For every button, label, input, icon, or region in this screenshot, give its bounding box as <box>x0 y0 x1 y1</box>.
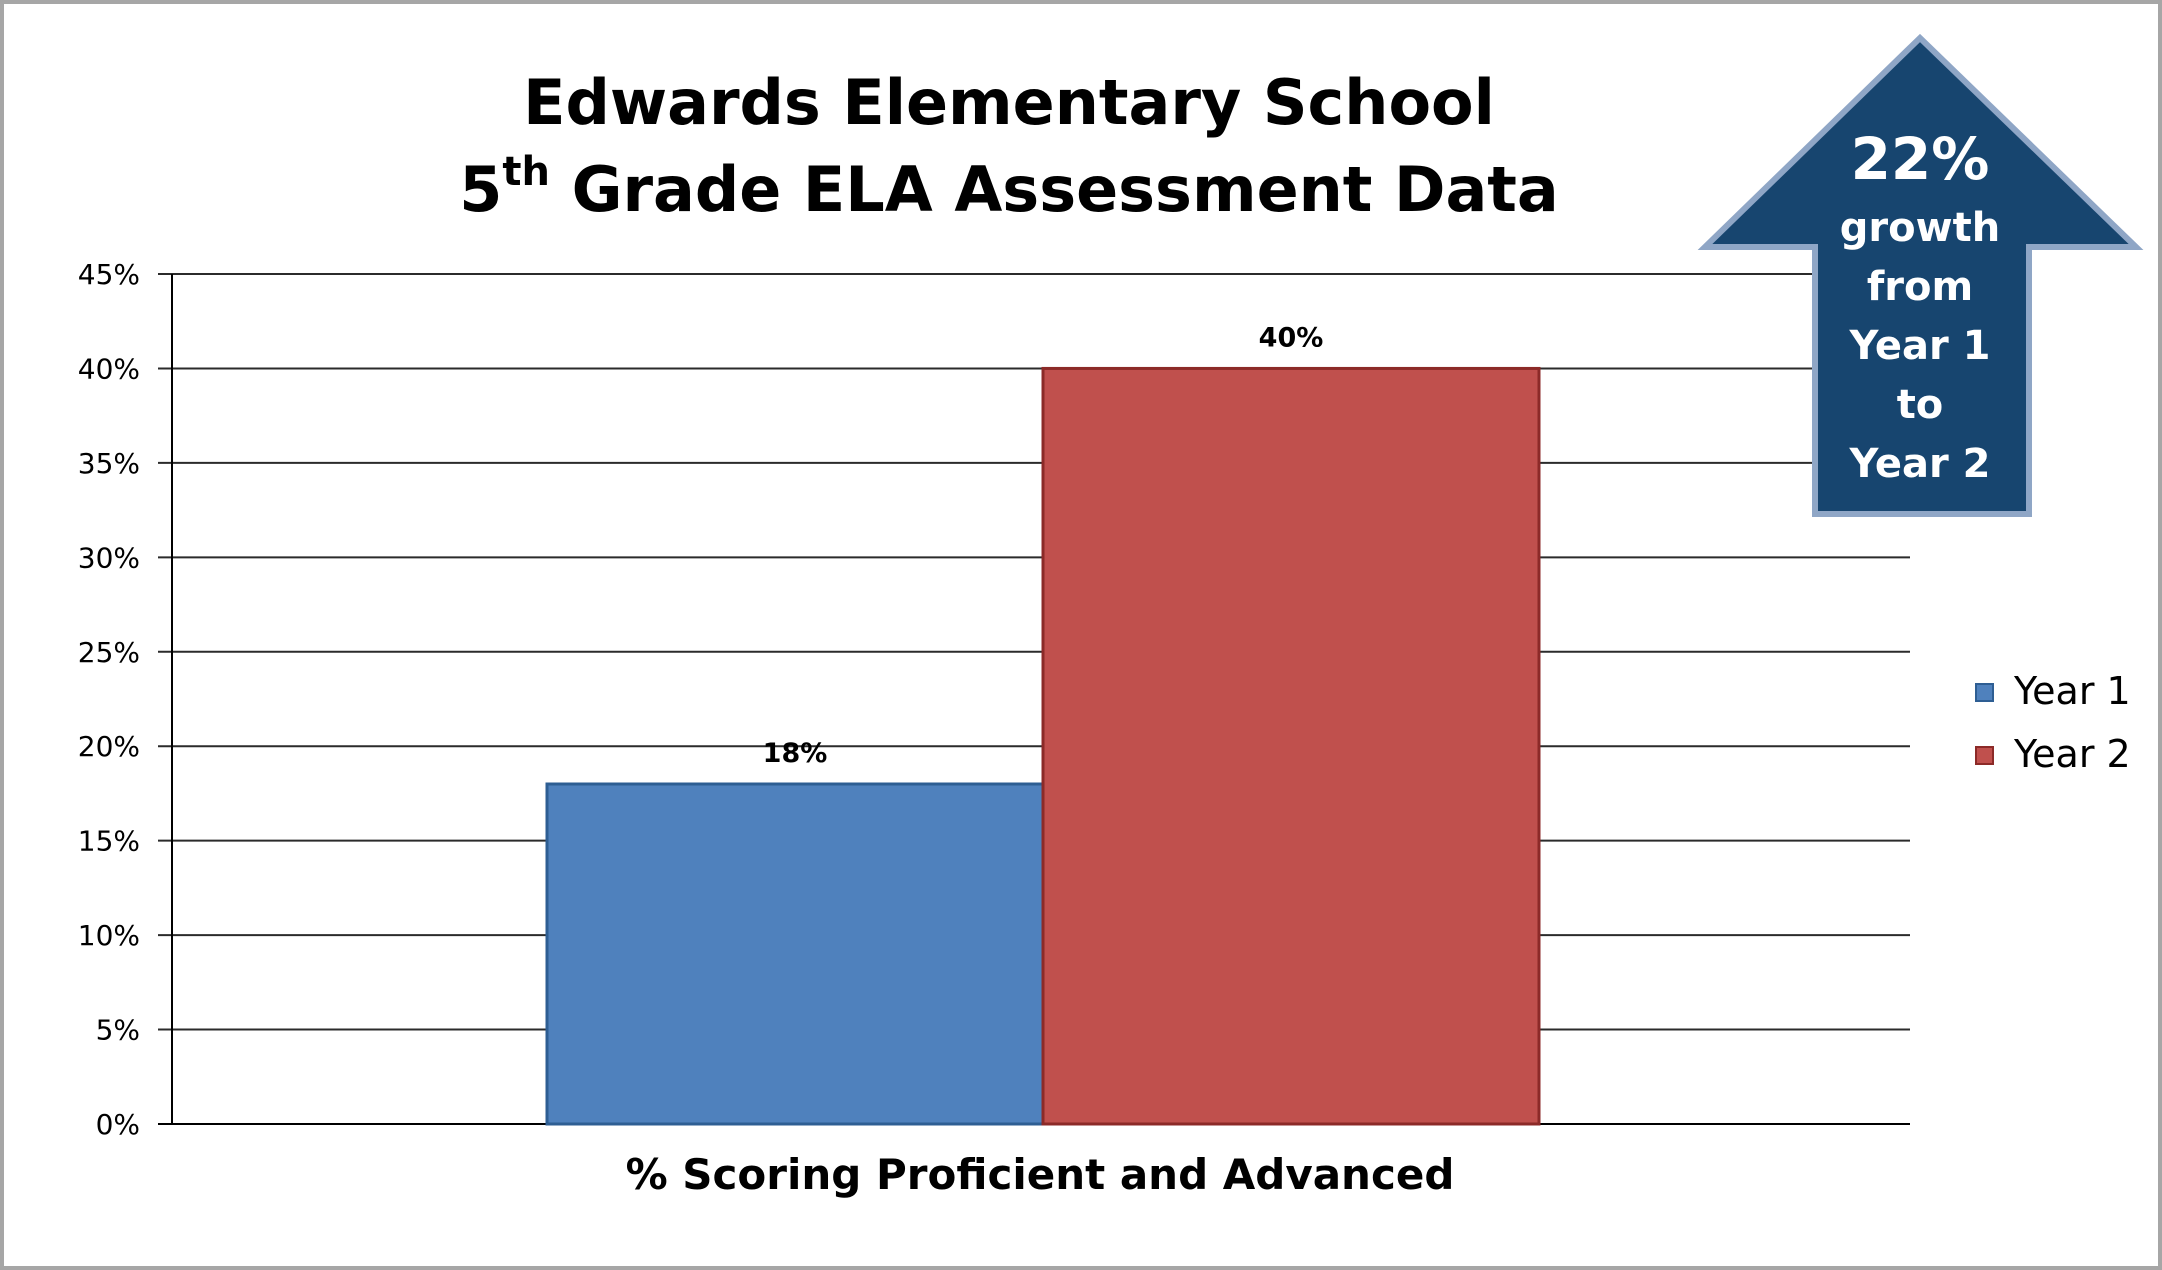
chart-title-line1: Edwards Elementary School <box>523 66 1495 139</box>
chart-svg: Edwards Elementary School 5th Grade ELA … <box>78 33 2144 1199</box>
legend-swatch <box>1975 683 1994 702</box>
callout-line: Year 2 <box>1849 441 1991 487</box>
callout-line: from <box>1867 264 1973 310</box>
y-tick-label: 30% <box>78 541 140 574</box>
legend-label: Year 1 <box>2013 669 2131 713</box>
chart-title-line2: 5th Grade ELA Assessment Data <box>459 149 1559 226</box>
title-grade-rest: Grade ELA Assessment Data <box>550 153 1559 226</box>
callout-line: Year 1 <box>1849 323 1991 369</box>
legend-swatch <box>1975 746 1994 765</box>
title-grade-superscript: th <box>502 149 550 195</box>
y-tick-label: 35% <box>78 447 140 480</box>
callout-line: growth <box>1840 205 2000 251</box>
y-tick-label: 15% <box>78 825 140 858</box>
y-tick-label: 40% <box>78 352 140 385</box>
data-label: 40% <box>1259 322 1324 353</box>
y-tick-label: 25% <box>78 636 140 669</box>
bar-year-2 <box>1041 366 1541 1126</box>
bar-year-1 <box>545 782 1045 1126</box>
y-tick-label: 5% <box>96 1014 140 1047</box>
y-tick-labels: 0% 5% 10% 15% 20% 25% 30% 35% 40% 45% <box>78 258 140 1141</box>
y-tick-label: 45% <box>78 258 140 291</box>
y-tick-label: 10% <box>78 919 140 952</box>
legend-label: Year 2 <box>2013 732 2131 776</box>
legend: Year 1 Year 2 <box>1975 669 2131 776</box>
growth-callout-arrow: 22% growth from Year 1 to Year 2 <box>1697 33 2144 517</box>
data-label: 18% <box>763 738 828 769</box>
gridlines <box>158 273 1910 1125</box>
callout-headline: 22% <box>1851 125 1990 193</box>
title-grade-number: 5 <box>459 153 502 226</box>
bars <box>545 366 1541 1126</box>
y-tick-label: 20% <box>78 730 140 763</box>
data-labels: 18% 40% <box>763 322 1324 769</box>
y-tick-label: 0% <box>96 1108 140 1141</box>
x-axis-label: % Scoring Proficient and Advanced <box>626 1150 1455 1199</box>
callout-text-lines: growth from Year 1 to Year 2 <box>1840 205 2000 487</box>
up-arrow-icon <box>1697 33 2144 517</box>
callout-line: to <box>1897 382 1944 428</box>
